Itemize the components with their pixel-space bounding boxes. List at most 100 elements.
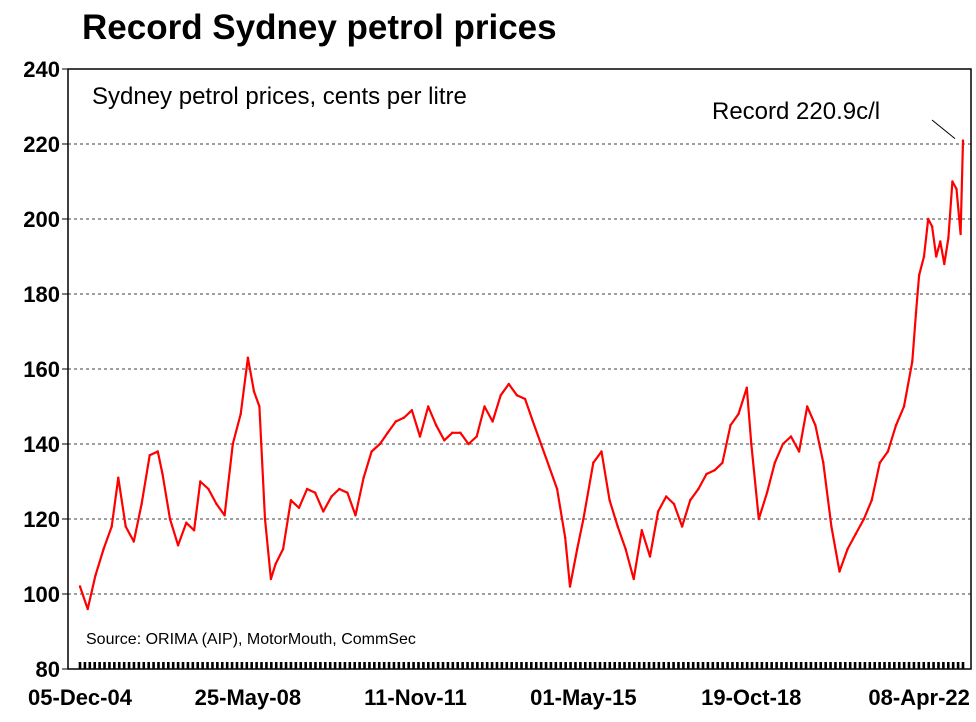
data-point (475, 435, 478, 438)
y-tick-label: 140 (23, 432, 60, 457)
data-point (822, 461, 825, 464)
y-tick-label: 120 (23, 507, 60, 532)
data-point (745, 386, 748, 389)
x-axis-ticks: 05-Dec-04 25-May-08 11-Nov-11 01-May-15 19-O… (28, 685, 970, 710)
x-tick-label: 05-Dec-04 (28, 685, 133, 710)
data-point (297, 506, 301, 509)
data-point (911, 360, 914, 363)
data-point (640, 529, 644, 532)
x-tick-label: 25-May-08 (195, 685, 301, 710)
data-point (263, 517, 267, 521)
data-point (531, 420, 535, 423)
y-tick-label: 200 (23, 207, 60, 232)
data-point (555, 487, 559, 491)
data-point (814, 424, 817, 427)
data-point (959, 232, 962, 236)
data-point (443, 439, 446, 442)
data-point (688, 499, 692, 502)
data-point (930, 225, 934, 228)
data-point (961, 139, 965, 142)
data-point (346, 491, 349, 494)
data-point (246, 356, 250, 359)
data-point (434, 424, 438, 427)
data-point (117, 476, 120, 479)
series-line (78, 140, 965, 611)
data-point (935, 255, 938, 258)
y-tick-label: 100 (23, 582, 60, 607)
x-tick-label: 08-Apr-22 (868, 685, 969, 710)
data-point (951, 180, 954, 183)
y-tick-label: 80 (36, 657, 60, 682)
data-point (148, 454, 151, 457)
data-point (418, 435, 422, 438)
data-point (156, 450, 159, 453)
data-point (338, 487, 341, 491)
y-tick-label: 180 (23, 282, 60, 307)
data-point (252, 390, 256, 393)
data-point (568, 585, 572, 588)
annotation-leader-line (931, 119, 956, 139)
data-point (582, 517, 585, 521)
data-point (705, 472, 708, 476)
data-point (467, 442, 470, 446)
data-point (862, 517, 866, 521)
data-point (451, 431, 454, 434)
data-point (124, 525, 127, 528)
data-point (499, 394, 502, 397)
data-point (672, 502, 676, 506)
data-point (239, 412, 242, 416)
data-point (765, 491, 769, 494)
data-point (632, 577, 635, 581)
data-point (132, 540, 135, 543)
y-tick-label: 160 (23, 357, 60, 382)
data-point (680, 525, 684, 528)
data-point (729, 424, 732, 427)
data-point (608, 499, 611, 502)
data-point (161, 472, 164, 476)
data-point (94, 574, 97, 577)
data-point (902, 405, 906, 408)
data-point (737, 412, 740, 416)
data-point (838, 570, 841, 573)
data-point (648, 555, 652, 558)
data-point (507, 382, 510, 386)
data-point (192, 529, 196, 532)
data-point (491, 420, 494, 423)
x-tick-label: 01-May-15 (530, 685, 636, 710)
data-point (830, 525, 833, 528)
data-point (757, 517, 761, 521)
data-point (289, 499, 293, 502)
data-point (547, 465, 551, 468)
data-point (797, 450, 801, 453)
data-point (750, 442, 753, 446)
data-point (894, 424, 898, 427)
data-point (362, 476, 365, 479)
data-point (917, 274, 921, 277)
data-point (269, 577, 273, 581)
data-point (281, 547, 285, 551)
x-tick-label: 19-Oct-18 (701, 685, 801, 710)
data-point (322, 510, 325, 513)
data-point (110, 525, 113, 528)
data-point (955, 187, 958, 191)
data-point (102, 547, 105, 551)
data-point (223, 514, 226, 517)
data-point (805, 405, 809, 408)
data-point (330, 495, 333, 498)
data-point (378, 442, 382, 446)
data-point (781, 442, 785, 446)
data-point (773, 461, 777, 464)
data-point (185, 521, 188, 524)
data-point (616, 525, 619, 528)
data-point (274, 562, 277, 566)
chart-subtitle: Sydney petrol prices, cents per litre (92, 83, 467, 110)
data-point (78, 585, 82, 588)
data-point (231, 442, 234, 446)
data-point (86, 607, 89, 611)
data-point (459, 431, 462, 434)
data-point (410, 409, 414, 412)
y-tick-label: 240 (23, 57, 60, 82)
data-point (176, 544, 180, 547)
data-point (539, 442, 543, 446)
